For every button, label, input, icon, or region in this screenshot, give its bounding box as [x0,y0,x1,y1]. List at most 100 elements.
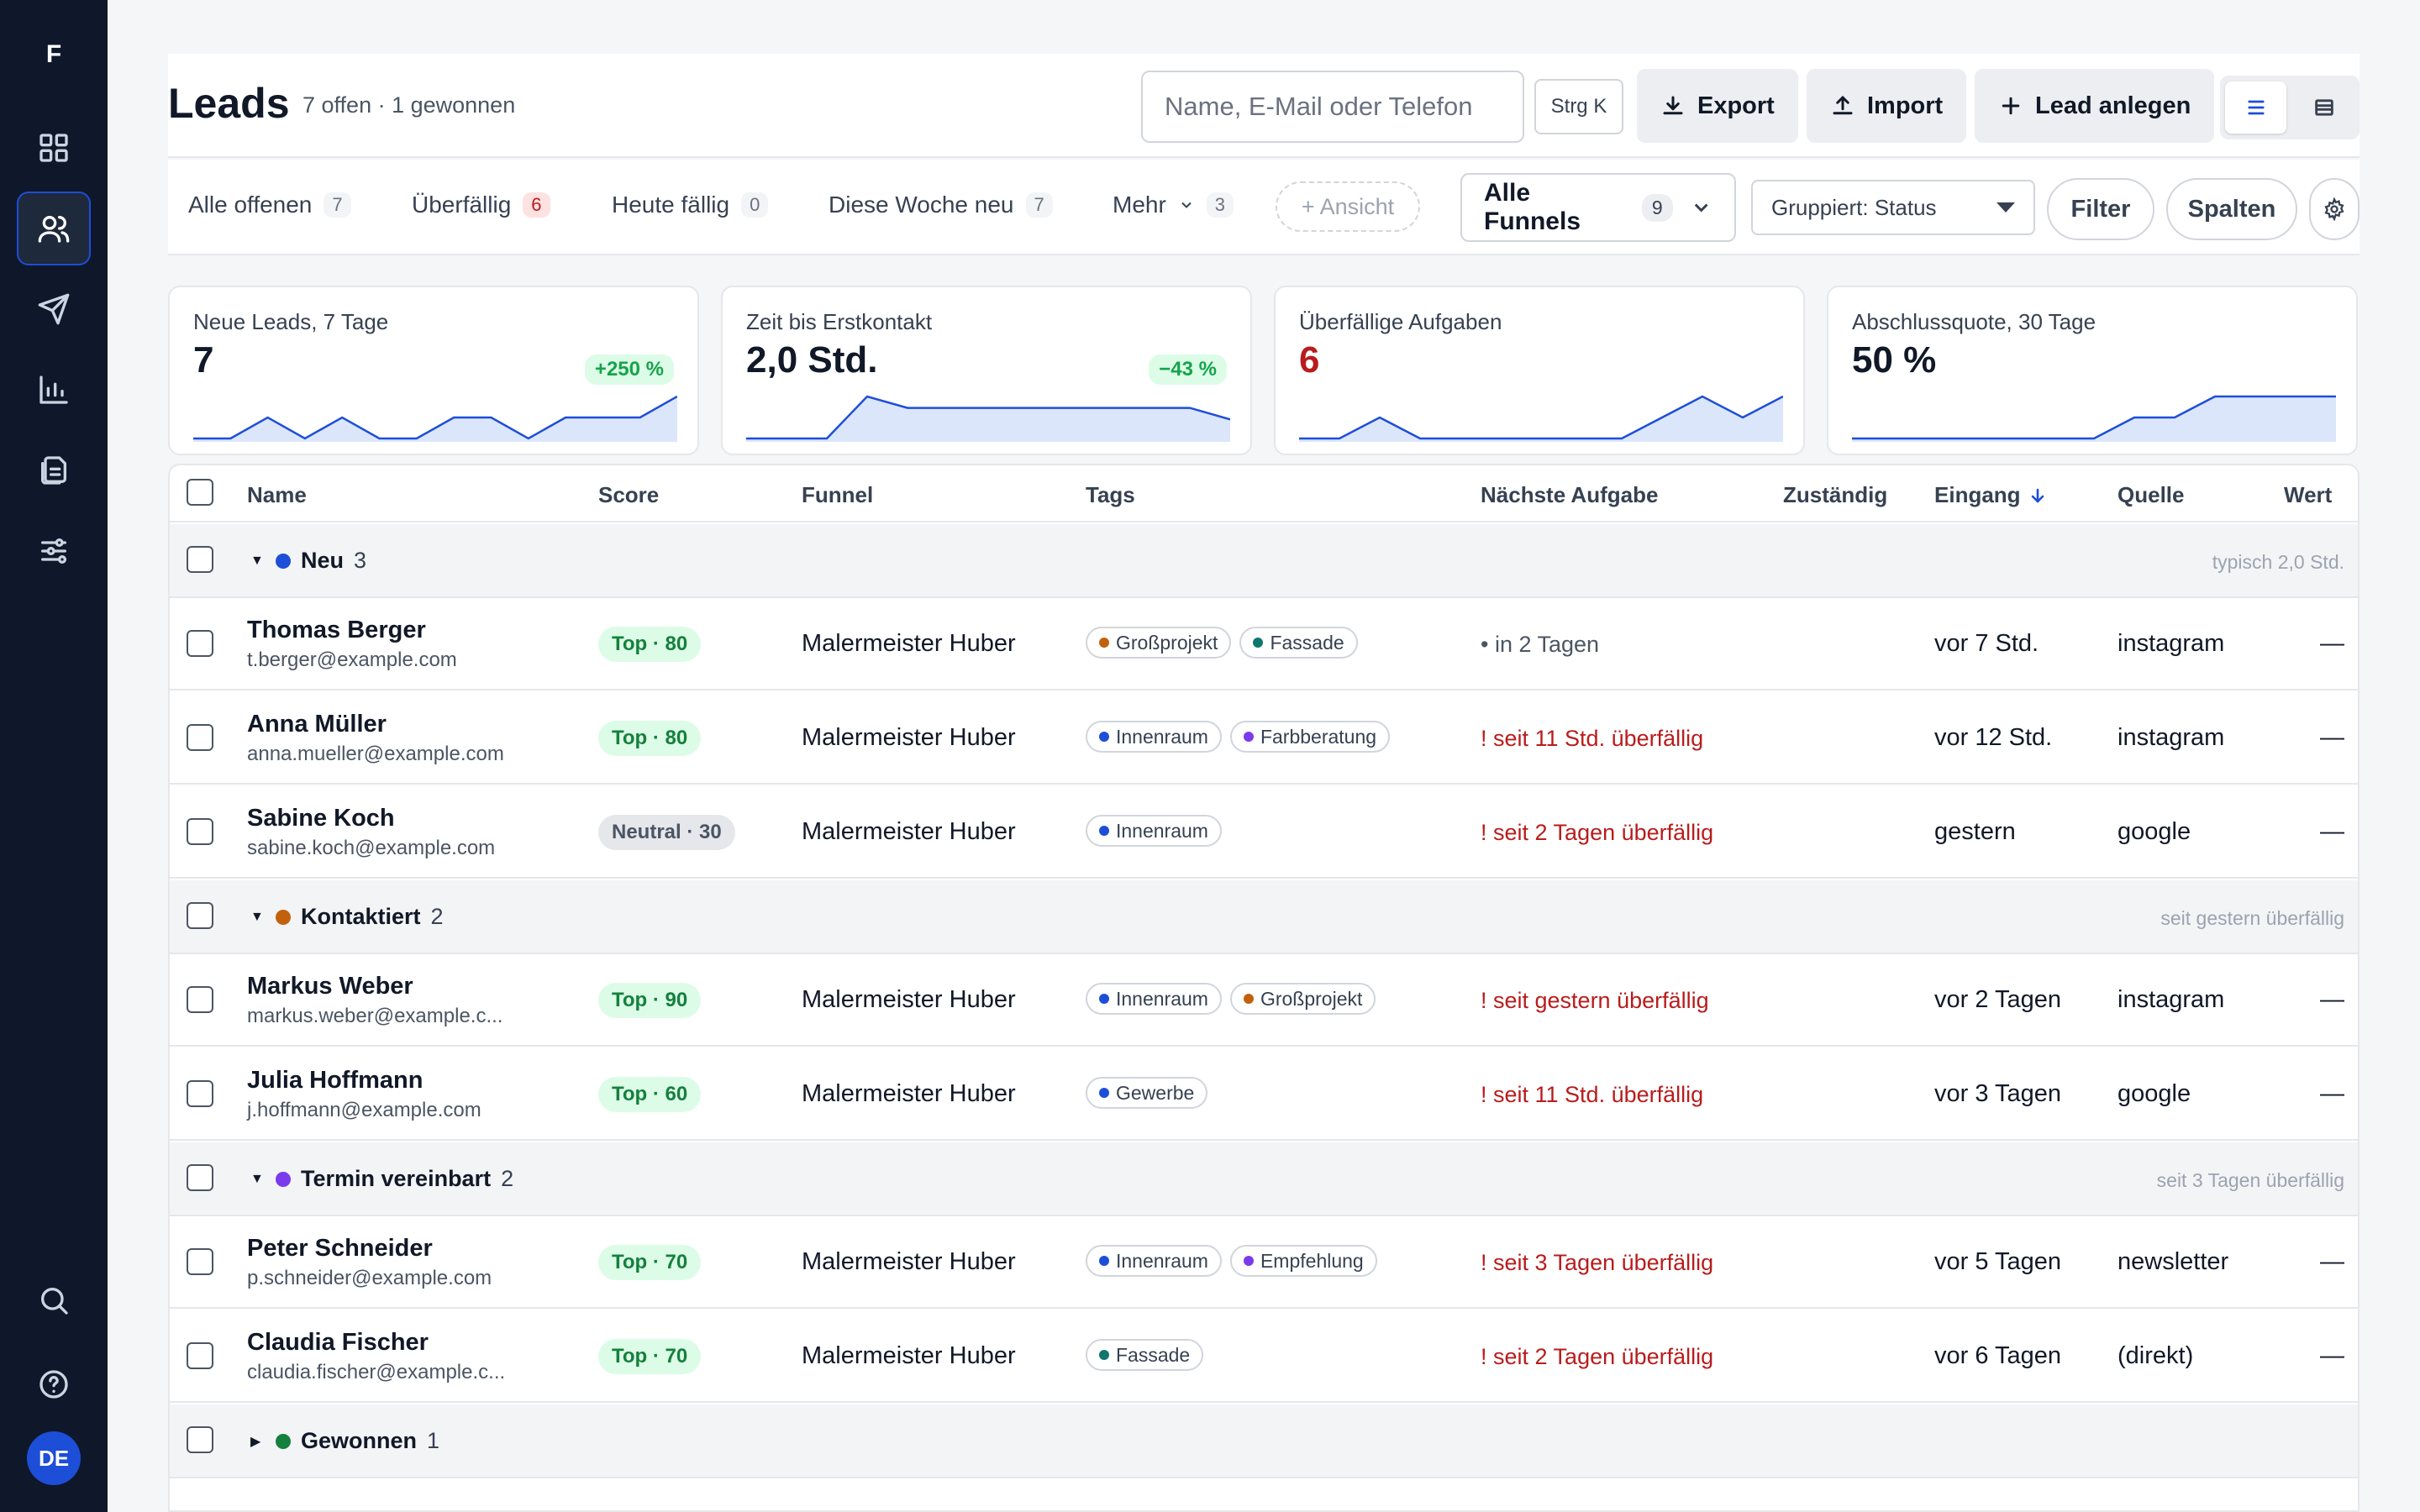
next-task[interactable]: • in 2 Tagen [1481,632,1600,657]
table-settings-button[interactable] [2309,178,2360,240]
kpi-card-overdue-tasks[interactable]: Überfällige Aufgaben 6 [1274,286,1805,455]
column-header-funnel[interactable]: Funnel [802,482,873,508]
lead-name[interactable]: Peter Schneider [247,1235,433,1262]
column-header-source[interactable]: Quelle [2118,482,2184,508]
row-checkbox[interactable] [187,986,213,1013]
table-row[interactable]: Claudia Fischer claudia.fischer@example.c… [170,1310,2358,1403]
tab-diese-woche-neu[interactable]: Diese Woche neu 7 [829,192,1053,218]
export-button[interactable]: Export [1637,69,1798,143]
sidebar-item-documents[interactable] [17,433,91,507]
tab-mehr[interactable]: Mehr 3 [1113,192,1234,218]
table-row[interactable]: Anna Müller anna.mueller@example.com Top ·… [170,692,2358,785]
group-label[interactable]: ▼ Termin vereinbart 2 [250,1166,513,1192]
app-logo[interactable]: F [45,40,62,68]
table-row[interactable]: Markus Weber markus.weber@example.c... Top… [170,954,2358,1047]
lead-name[interactable]: Claudia Fischer [247,1329,429,1356]
group-by-select[interactable]: Gruppiert: Status [1751,180,2035,235]
tag-label: Fassade [1116,1343,1191,1366]
row-checkbox[interactable] [187,1080,213,1107]
table-row[interactable]: Julia Hoffmann j.hoffmann@example.com Top … [170,1048,2358,1141]
tag[interactable]: Empfehlung [1229,1245,1377,1277]
group-row[interactable]: ▶ Gewonnen 1 [170,1404,2358,1478]
columns-button[interactable]: Spalten [2166,178,2297,240]
table-row[interactable]: Peter Schneider p.schneider@example.com To… [170,1216,2358,1309]
row-checkbox[interactable] [187,630,213,657]
table-row[interactable]: Thomas Berger t.berger@example.com Top · 8… [170,598,2358,690]
kpi-card-first-contact[interactable]: Zeit bis Erstkontakt 2,0 Std. −43 % [721,286,1252,455]
group-checkbox[interactable] [187,1164,213,1191]
tag[interactable]: Großprojekt [1229,983,1376,1015]
tag[interactable]: Innenraum [1086,815,1222,847]
group-row[interactable]: ▼ Termin vereinbart 2 seit 3 Tagen überfäll… [170,1142,2358,1216]
lead-name[interactable]: Markus Weber [247,973,413,1000]
column-header-received[interactable]: Eingang [1934,482,2048,508]
sidebar-item-help[interactable] [17,1347,91,1421]
sidebar-item-settings[interactable] [17,514,91,588]
value-cell: — [2320,1248,2344,1275]
caret-down-icon[interactable]: ▼ [250,909,264,924]
sidebar-item-leads[interactable] [17,192,91,265]
next-task[interactable]: ! seit 3 Tagen überfällig [1481,1250,1714,1275]
tag[interactable]: Innenraum [1086,721,1222,753]
tab-alle-offenen[interactable]: Alle offenen 7 [188,192,351,218]
filter-button[interactable]: Filter [2047,178,2154,240]
column-header-value[interactable]: Wert [2284,482,2332,508]
caret-right-icon[interactable]: ▶ [250,1434,261,1449]
next-task[interactable]: ! seit 2 Tagen überfällig [1481,820,1714,845]
sidebar-item-dashboard[interactable] [17,111,91,185]
funnel-select[interactable]: Alle Funnels 9 [1460,173,1736,242]
kpi-card-close-rate[interactable]: Abschlussquote, 30 Tage 50 % [1827,286,2358,455]
table-row[interactable]: Sabine Koch sabine.koch@example.com Neutra… [170,786,2358,879]
tag[interactable]: Großprojekt [1086,627,1232,659]
tag[interactable]: Fassade [1086,1339,1204,1371]
table-view-button[interactable] [2293,81,2354,134]
lead-name[interactable]: Julia Hoffmann [247,1067,424,1094]
group-checkbox[interactable] [187,1426,213,1453]
search-input[interactable] [1141,71,1524,143]
create-lead-button[interactable]: Lead anlegen [1975,69,2215,143]
column-header-name[interactable]: Name [247,482,307,508]
tab-heute-faellig[interactable]: Heute fällig 0 [612,192,769,218]
row-checkbox[interactable] [187,818,213,845]
next-task[interactable]: ! seit gestern überfällig [1481,988,1709,1013]
group-label[interactable]: ▶ Gewonnen 1 [250,1428,439,1454]
tab-ueberfaellig[interactable]: Überfällig 6 [412,192,550,218]
column-header-tags[interactable]: Tags [1086,482,1135,508]
add-view-button[interactable]: + Ansicht [1276,181,1420,232]
tag-label: Innenraum [1116,987,1208,1010]
next-task[interactable]: ! seit 11 Std. überfällig [1481,726,1704,751]
row-checkbox[interactable] [187,724,213,751]
tag[interactable]: Innenraum [1086,983,1222,1015]
kpi-card-new-leads[interactable]: Neue Leads, 7 Tage 7 +250 % [168,286,699,455]
lead-name[interactable]: Anna Müller [247,711,387,738]
tag[interactable]: Innenraum [1086,1245,1222,1277]
group-label[interactable]: ▼ Neu 3 [250,548,366,574]
import-button[interactable]: Import [1807,69,1967,143]
group-row[interactable]: ▼ Neu 3 typisch 2,0 Std. [170,524,2358,598]
row-checkbox[interactable] [187,1342,213,1369]
sidebar-item-reports[interactable] [17,353,91,427]
group-checkbox[interactable] [187,546,213,573]
group-label[interactable]: ▼ Kontaktiert 2 [250,904,444,930]
list-view-button[interactable] [2225,81,2286,134]
group-checkbox[interactable] [187,902,213,929]
tag[interactable]: Farbberatung [1229,721,1391,753]
caret-down-icon[interactable]: ▼ [250,553,264,568]
tag[interactable]: Fassade [1239,627,1358,659]
row-checkbox[interactable] [187,1248,213,1275]
select-all-checkbox[interactable] [187,479,213,506]
sidebar-item-campaigns[interactable] [17,272,91,346]
tag[interactable]: Gewerbe [1086,1077,1208,1109]
sidebar-item-search[interactable] [17,1263,91,1337]
caret-down-icon[interactable]: ▼ [250,1171,264,1186]
next-task[interactable]: ! seit 2 Tagen überfällig [1481,1344,1714,1369]
lead-name[interactable]: Thomas Berger [247,617,426,643]
group-row[interactable]: ▼ Kontaktiert 2 seit gestern überfällig [170,880,2358,954]
next-task[interactable]: ! seit 11 Std. überfällig [1481,1082,1704,1107]
column-header-owner[interactable]: Zuständig [1783,482,1887,508]
column-header-next-task[interactable]: Nächste Aufgabe [1481,482,1658,508]
lead-name[interactable]: Sabine Koch [247,805,395,832]
source-cell: (direkt) [2118,1342,2194,1369]
avatar[interactable]: DE [27,1431,81,1485]
column-header-score[interactable]: Score [598,482,659,508]
